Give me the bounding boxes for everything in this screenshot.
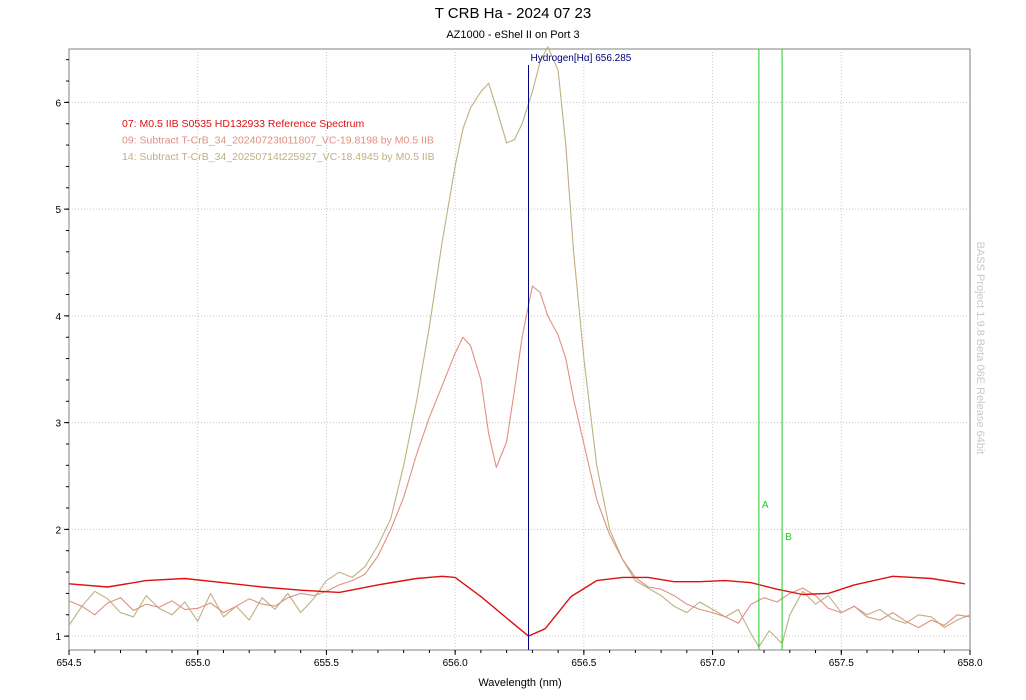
legend-entry-3: 14: Subtract T-CrB_34_20250714t225927_VC… (122, 151, 435, 163)
axis-ticks: 654.5 655.0 655.5 656.0 656.5 657.0 657.5 658.0… (55, 59, 983, 669)
series-line-2 (68, 285, 971, 629)
x-tick-label: 655.5 (314, 658, 339, 669)
software-watermark: BASS Project 1.9.8 Beta 06E Release 64bi… (974, 241, 986, 455)
x-tick-label: 657.0 (700, 658, 725, 669)
x-axis-label: Wavelength (nm) (478, 677, 561, 689)
legend-entry-2: 09: Subtract T-CrB_34_20240723t011807_VC… (122, 135, 434, 147)
x-tick-label: 656.0 (443, 658, 468, 669)
chart-subtitle: AZ1000 - eShel II on Port 3 (446, 29, 580, 41)
y-tick-label: 2 (55, 525, 61, 536)
y-tick-label: 5 (55, 205, 61, 216)
markers: Hydrogen[Hα] 656.285 A B (528, 49, 792, 650)
x-tick-label: 654.5 (56, 658, 81, 669)
y-tick-label: 6 (55, 98, 61, 109)
x-tick-label: 658.0 (957, 658, 982, 669)
grid (69, 49, 970, 650)
marker-label-1: Hydrogen[Hα] 656.285 (531, 53, 632, 64)
series-line-1 (68, 575, 966, 637)
series-line-3 (68, 46, 971, 648)
x-tick-label: 655.0 (185, 658, 210, 669)
chart-title: T CRB Ha - 2024 07 23 (434, 5, 592, 22)
legend-entry-1: 07: M0.5 IIB S0535 HD132933 Reference Sp… (122, 118, 364, 130)
x-tick-label: 656.5 (571, 658, 596, 669)
y-tick-label: 1 (55, 632, 61, 643)
x-tick-label: 657.5 (829, 658, 854, 669)
legend: 07: M0.5 IIB S0535 HD132933 Reference Sp… (122, 118, 435, 163)
marker-label-3: B (785, 532, 792, 543)
plot-area (68, 48, 971, 651)
series-layer (68, 46, 971, 648)
y-tick-label: 3 (55, 419, 61, 430)
y-tick-label: 4 (55, 312, 61, 323)
marker-label-2: A (762, 500, 769, 511)
